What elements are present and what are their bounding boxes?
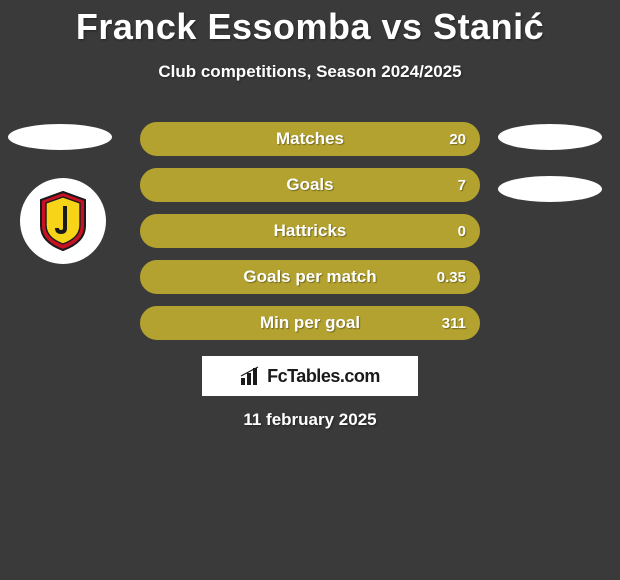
- club-shield-icon: [37, 190, 89, 252]
- stat-row-goals-per-match: Goals per match 0.35: [140, 260, 480, 294]
- stat-value: 7: [458, 177, 466, 194]
- date-text: 11 february 2025: [0, 410, 620, 430]
- stat-value: 0.35: [437, 269, 466, 286]
- stat-label: Min per goal: [260, 313, 360, 333]
- stat-label: Hattricks: [274, 221, 347, 241]
- stat-value: 20: [449, 131, 466, 148]
- player2-oval-top: [498, 124, 602, 150]
- stat-label: Matches: [276, 129, 344, 149]
- stat-value: 0: [458, 223, 466, 240]
- stat-label: Goals per match: [243, 267, 376, 287]
- stat-row-hattricks: Hattricks 0: [140, 214, 480, 248]
- fctables-label: FcTables.com: [267, 366, 380, 387]
- stat-value: 311: [442, 315, 466, 332]
- player1-oval: [8, 124, 112, 150]
- bar-chart-icon: [240, 366, 262, 386]
- subtitle: Club competitions, Season 2024/2025: [0, 62, 620, 82]
- club-badge: [20, 178, 106, 264]
- stat-row-goals: Goals 7: [140, 168, 480, 202]
- stat-label: Goals: [286, 175, 333, 195]
- stats-container: Matches 20 Goals 7 Hattricks 0 Goals per…: [140, 122, 480, 352]
- page-title: Franck Essomba vs Stanić: [0, 0, 620, 48]
- stat-row-matches: Matches 20: [140, 122, 480, 156]
- stat-row-min-per-goal: Min per goal 311: [140, 306, 480, 340]
- player2-oval-bottom: [498, 176, 602, 202]
- fctables-attribution: FcTables.com: [202, 356, 418, 396]
